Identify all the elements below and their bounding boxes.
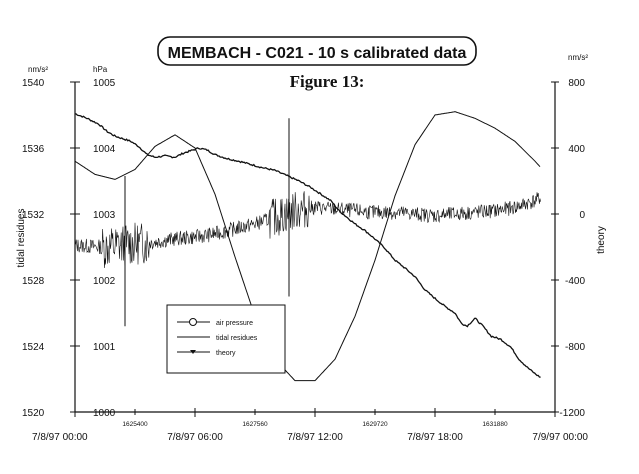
y-axis-title-theory: theory <box>596 226 607 254</box>
y-unit-theory: nm/s² <box>568 53 588 62</box>
x-secondary-tick-label: 1629720 <box>362 421 388 428</box>
y-tick-label-tidal-residues: 1528 <box>22 276 45 287</box>
y-tick-label-theory: -400 <box>565 276 585 287</box>
legend-marker-triangle <box>190 350 196 354</box>
x-tick-label: 7/8/97 06:00 <box>167 432 223 443</box>
axes: 1540 1536 1532 1528 1524 1520 1005 1004 1003 1002… <box>16 53 607 443</box>
traces <box>74 111 541 382</box>
chart-title: MEMBACH - C021 - 10 s calibrated data <box>168 45 467 62</box>
y-tick-label-air-pressure: 1005 <box>93 78 116 89</box>
y-tick-label-air-pressure: 1000 <box>93 408 116 419</box>
y-tick-label-theory: -1200 <box>559 408 585 419</box>
x-secondary-tick-label: 1627560 <box>242 421 268 428</box>
y-tick-label-tidal-residues: 1524 <box>22 342 45 353</box>
header: MEMBACH - C021 - 10 s calibrated data Fig… <box>157 36 477 91</box>
x-secondary-tick-label: 1631880 <box>482 421 508 428</box>
y-tick-label-theory: -800 <box>565 342 585 353</box>
series-air-pressure <box>74 113 541 378</box>
x-secondary-tick-label: 1625400 <box>122 421 148 428</box>
legend-label: air pressure <box>216 320 253 327</box>
legend: air pressure tidal residues theory <box>166 304 286 374</box>
series-theory <box>74 111 541 382</box>
title-box <box>157 36 477 66</box>
x-tick-label: 7/8/97 00:00 <box>32 432 88 443</box>
y-unit-air-pressure: hPa <box>93 65 108 74</box>
y-tick-label-air-pressure: 1003 <box>93 210 116 221</box>
legend-label: tidal residues <box>216 335 258 342</box>
y-tick-label-tidal-residues: 1536 <box>22 144 45 155</box>
legend-label: theory <box>216 350 236 357</box>
legend-marker-circle <box>189 318 197 326</box>
y-tick-label-theory: 0 <box>579 210 585 221</box>
y-axis-title-tidal-residues: tidal residues <box>16 209 27 268</box>
y-tick-label-air-pressure: 1001 <box>93 342 116 353</box>
plot-frame <box>74 82 556 413</box>
y-tick-label-air-pressure: 1004 <box>93 144 116 155</box>
y-tick-label-theory: 400 <box>568 144 585 155</box>
x-tick-label: 7/8/97 18:00 <box>407 432 463 443</box>
x-tick-label: 7/9/97 00:00 <box>532 432 588 443</box>
figure-label: Figure 13: <box>290 72 365 91</box>
y-tick-label-air-pressure: 1002 <box>93 276 116 287</box>
y-tick-label-tidal-residues: 1520 <box>22 408 45 419</box>
y-tick-label-tidal-residues: 1532 <box>22 210 45 221</box>
y-unit-tidal-residues: nm/s² <box>28 65 48 74</box>
y-tick-label-tidal-residues: 1540 <box>22 78 45 89</box>
series-tidal-residues <box>74 191 541 269</box>
legend-box <box>166 304 286 374</box>
x-tick-label: 7/8/97 12:00 <box>287 432 343 443</box>
y-tick-label-theory: 800 <box>568 78 585 89</box>
